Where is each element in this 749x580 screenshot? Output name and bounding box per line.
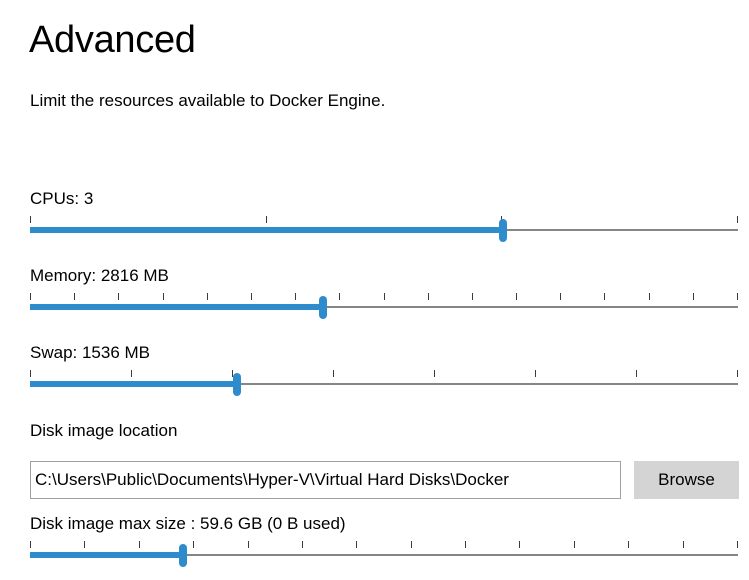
slider-tick: [30, 541, 31, 548]
slider-tick: [535, 370, 536, 377]
slider-tick: [206, 293, 208, 300]
slider-tick: [427, 293, 429, 300]
page-subtitle: Limit the resources available to Docker …: [30, 91, 386, 110]
slider-tick: [628, 541, 630, 548]
disk-image-max-size-slider[interactable]: [30, 541, 738, 573]
slider-tick: [162, 293, 164, 300]
slider-tick: [434, 370, 435, 377]
disk-image-max-size-slider-track[interactable]: [30, 554, 738, 556]
swap-slider-fill: [30, 381, 237, 387]
slider-tick: [250, 293, 252, 300]
disk-image-max-size-slider-thumb[interactable]: [178, 544, 187, 567]
swap-slider-ticks: [30, 370, 738, 378]
slider-tick: [232, 370, 233, 377]
slider-tick: [516, 293, 518, 300]
slider-tick: [30, 370, 31, 377]
disk-image-max-size-slider-ticks: [30, 541, 738, 549]
disk-image-location-input[interactable]: [30, 461, 621, 499]
cpus-slider-fill: [30, 227, 503, 233]
memory-slider-thumb[interactable]: [319, 296, 328, 319]
slider-tick: [301, 541, 303, 548]
slider-tick: [138, 541, 140, 548]
slider-tick: [682, 541, 684, 548]
slider-tick: [339, 293, 341, 300]
memory-label: Memory: 2816 MB: [30, 266, 169, 285]
cpus-slider-ticks: [30, 216, 738, 224]
slider-tick: [131, 370, 132, 377]
slider-tick: [295, 293, 297, 300]
slider-tick: [465, 541, 467, 548]
slider-tick: [560, 293, 562, 300]
slider-tick: [74, 293, 76, 300]
slider-tick: [636, 370, 637, 377]
slider-tick: [265, 216, 267, 223]
memory-slider-ticks: [30, 293, 738, 301]
slider-tick: [410, 541, 412, 548]
slider-tick: [692, 293, 694, 300]
cpus-slider-thumb[interactable]: [498, 219, 507, 242]
memory-slider-fill: [30, 304, 324, 310]
slider-tick: [573, 541, 575, 548]
slider-tick: [30, 216, 31, 223]
slider-tick: [333, 370, 334, 377]
cpus-label: CPUs: 3: [30, 189, 94, 208]
slider-tick: [84, 541, 86, 548]
slider-tick: [383, 293, 385, 300]
swap-slider-track[interactable]: [30, 383, 738, 385]
swap-slider[interactable]: [30, 370, 738, 402]
disk-image-max-size-slider-fill: [30, 552, 183, 558]
swap-label: Swap: 1536 MB: [30, 343, 151, 362]
slider-tick: [247, 541, 249, 548]
slider-tick: [118, 293, 120, 300]
slider-tick: [193, 541, 195, 548]
slider-tick: [648, 293, 650, 300]
slider-tick: [737, 293, 738, 300]
slider-tick: [737, 216, 738, 223]
slider-tick: [737, 541, 738, 548]
slider-tick: [519, 541, 521, 548]
disk-image-max-size-label: Disk image max size : 59.6 GB (0 B used): [30, 514, 346, 533]
browse-button[interactable]: Browse: [634, 461, 739, 499]
slider-tick: [604, 293, 606, 300]
swap-slider-thumb[interactable]: [232, 373, 241, 396]
memory-slider-track[interactable]: [30, 306, 738, 308]
disk-image-location-label: Disk image location: [30, 421, 178, 440]
memory-slider[interactable]: [30, 293, 738, 325]
cpus-slider[interactable]: [30, 216, 738, 248]
page-title: Advanced: [29, 19, 196, 61]
slider-tick: [737, 370, 738, 377]
slider-tick: [471, 293, 473, 300]
slider-tick: [356, 541, 358, 548]
slider-tick: [30, 293, 31, 300]
